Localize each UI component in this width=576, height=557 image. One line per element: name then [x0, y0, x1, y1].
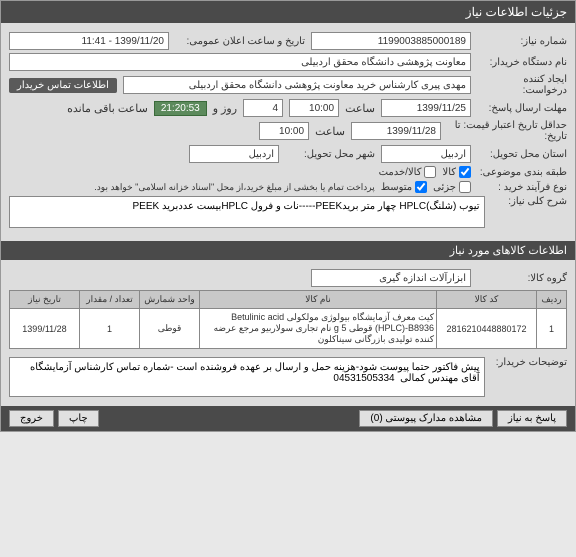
- public-date-label: تاریخ و ساعت اعلان عمومی:: [175, 36, 305, 47]
- reply-deadline-label: مهلت ارسال پاسخ:: [477, 103, 567, 114]
- medium-checkbox-input[interactable]: [415, 181, 427, 193]
- exit-button[interactable]: خروج: [9, 410, 54, 427]
- delivery-state-field: اردبیل: [381, 145, 471, 163]
- need-no-label: شماره نیاز:: [477, 36, 567, 47]
- goods-table: ردیف کد کالا نام کالا واحد شمارش تعداد /…: [9, 290, 567, 349]
- goods-checkbox-input[interactable]: [459, 166, 471, 178]
- buyer-field: معاونت پژوهشی دانشگاه محقق اردبیلی: [9, 53, 471, 71]
- main-fields: شماره نیاز: 1199003885000189 تاریخ و ساع…: [1, 23, 575, 237]
- valid-date-field: 1399/11/28: [351, 122, 441, 140]
- col-qty: تعداد / مقدار: [80, 291, 140, 309]
- medium-checkbox[interactable]: متوسط: [381, 181, 427, 193]
- timer-value: 21:20:53: [154, 101, 207, 116]
- goods-subheader: اطلاعات کالاهای مورد نیاز: [1, 241, 575, 260]
- service-checkbox-input[interactable]: [424, 166, 436, 178]
- creator-field: مهدی پیری کارشناس خرید معاونت پژوهشی دان…: [123, 76, 471, 94]
- details-panel: جزئیات اطلاعات نیاز شماره نیاز: 11990038…: [0, 0, 576, 432]
- desc-textarea: [9, 196, 485, 228]
- attachments-button[interactable]: مشاهده مدارک پیوستی (0): [359, 410, 493, 427]
- goods-checkbox[interactable]: کالا: [442, 166, 471, 178]
- reply-time-field: 10:00: [289, 99, 339, 117]
- group-label: گروه کالا:: [477, 273, 567, 284]
- small-checkbox-label: جزئی: [433, 182, 456, 193]
- col-unit: واحد شمارش: [140, 291, 200, 309]
- days-field: 4: [243, 99, 283, 117]
- col-code: کد کالا: [437, 291, 537, 309]
- cell-unit: قوطی: [140, 309, 200, 349]
- reply-date-field: 1399/11/25: [381, 99, 471, 117]
- goods-section: گروه کالا: ابزارآلات اندازه گیری ردیف کد…: [1, 260, 575, 406]
- cell-name: کیت معرف آزمایشگاه بیولوژی مولکولی Betul…: [200, 309, 437, 349]
- col-name: نام کالا: [200, 291, 437, 309]
- button-bar: پاسخ به نیاز مشاهده مدارک پیوستی (0) چاپ…: [1, 406, 575, 431]
- cell-rownum: 1: [537, 309, 567, 349]
- time-lbl-1: ساعت: [345, 102, 375, 115]
- remain-label: ساعت باقی مانده: [67, 102, 148, 115]
- delivery-city-label: شهر محل تحویل:: [285, 149, 375, 160]
- budget-label: طبقه بندی موضوعی:: [477, 167, 567, 178]
- cell-code: 2816210448880172: [437, 309, 537, 349]
- buyer-notes-textarea: [9, 357, 485, 397]
- delivery-city-field: اردبیل: [189, 145, 279, 163]
- desc-label: شرح کلی نیاز:: [491, 196, 567, 207]
- small-checkbox-input[interactable]: [459, 181, 471, 193]
- small-checkbox[interactable]: جزئی: [433, 181, 471, 193]
- buyer-label: نام دستگاه خریدار:: [477, 57, 567, 68]
- goods-checkbox-label: کالا: [442, 167, 456, 178]
- medium-checkbox-label: متوسط: [381, 182, 412, 193]
- buyer-notes-label: توضیحات خریدار:: [491, 357, 567, 368]
- valid-time-field: 10:00: [259, 122, 309, 140]
- service-checkbox[interactable]: کالا/خدمت: [379, 166, 437, 178]
- cell-date: 1399/11/28: [10, 309, 80, 349]
- creator-label: ایجاد کننده درخواست:: [477, 74, 567, 96]
- panel-header: جزئیات اطلاعات نیاز: [1, 1, 575, 23]
- public-date-field: 1399/11/20 - 11:41: [9, 32, 169, 50]
- panel-title: جزئیات اطلاعات نیاز: [466, 5, 567, 19]
- service-checkbox-label: کالا/خدمت: [379, 167, 422, 178]
- valid-from-label: حداقل تاریخ اعتبار قیمت: تا تاریخ:: [447, 120, 567, 142]
- delivery-state-label: استان محل تحویل:: [477, 149, 567, 160]
- cell-qty: 1: [80, 309, 140, 349]
- day-label: روز و: [213, 102, 237, 115]
- table-header-row: ردیف کد کالا نام کالا واحد شمارش تعداد /…: [10, 291, 567, 309]
- col-row: ردیف: [537, 291, 567, 309]
- medium-note: پرداخت تمام یا بخشی از مبلغ خرید،از محل …: [94, 182, 374, 193]
- print-button[interactable]: چاپ: [58, 410, 99, 427]
- table-row[interactable]: 1 2816210448880172 کیت معرف آزمایشگاه بی…: [10, 309, 567, 349]
- group-field: ابزارآلات اندازه گیری: [311, 269, 471, 287]
- purchase-type-label: نوع فرآیند خرید :: [477, 182, 567, 193]
- need-no-field: 1199003885000189: [311, 32, 471, 50]
- time-lbl-2: ساعت: [315, 125, 345, 138]
- reply-button[interactable]: پاسخ به نیاز: [497, 410, 567, 427]
- col-date: تاریخ نیاز: [10, 291, 80, 309]
- contact-badge[interactable]: اطلاعات تماس خریدار: [9, 78, 117, 93]
